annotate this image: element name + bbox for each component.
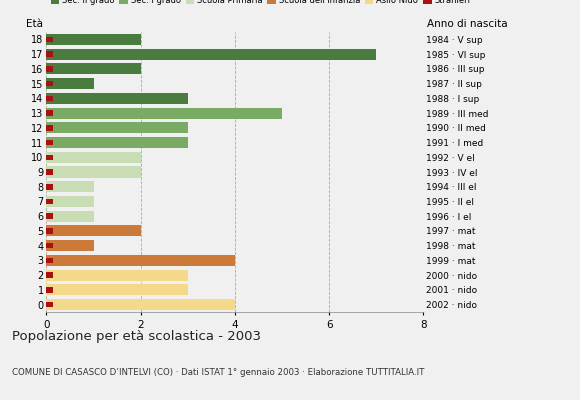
Bar bbox=[46, 272, 53, 278]
Bar bbox=[46, 184, 53, 190]
Bar bbox=[46, 196, 93, 207]
Bar bbox=[46, 81, 53, 86]
Bar bbox=[46, 255, 235, 266]
Bar bbox=[46, 228, 53, 234]
Bar bbox=[46, 110, 53, 116]
Bar bbox=[46, 258, 53, 263]
Bar bbox=[46, 240, 93, 251]
Bar bbox=[46, 226, 140, 236]
Bar bbox=[46, 125, 53, 130]
Bar bbox=[46, 34, 140, 45]
Bar bbox=[46, 48, 376, 60]
Text: Popolazione per età scolastica - 2003: Popolazione per età scolastica - 2003 bbox=[12, 330, 260, 343]
Bar bbox=[46, 214, 53, 219]
Bar bbox=[46, 284, 188, 296]
Bar bbox=[46, 137, 188, 148]
Bar bbox=[46, 140, 53, 145]
Bar bbox=[46, 299, 235, 310]
Bar bbox=[46, 211, 93, 222]
Bar bbox=[46, 154, 53, 160]
Text: Anno di nascita: Anno di nascita bbox=[427, 19, 508, 29]
Bar bbox=[46, 287, 53, 293]
Bar bbox=[46, 270, 188, 281]
Legend: Sec. II grado, Sec. I grado, Scuola Primaria, Scuola dell'Infanzia, Asilo Nido, : Sec. II grado, Sec. I grado, Scuola Prim… bbox=[50, 0, 470, 6]
Text: Età: Età bbox=[26, 19, 43, 29]
Bar bbox=[46, 108, 282, 118]
Bar bbox=[46, 63, 140, 74]
Bar bbox=[46, 122, 188, 133]
Bar bbox=[46, 96, 53, 101]
Text: COMUNE DI CASASCO D’INTELVI (CO) · Dati ISTAT 1° gennaio 2003 · Elaborazione TUT: COMUNE DI CASASCO D’INTELVI (CO) · Dati … bbox=[12, 368, 424, 377]
Bar bbox=[46, 93, 188, 104]
Bar bbox=[46, 66, 53, 72]
Bar bbox=[46, 51, 53, 57]
Bar bbox=[46, 78, 93, 89]
Bar bbox=[46, 169, 53, 175]
Bar bbox=[46, 199, 53, 204]
Bar bbox=[46, 181, 93, 192]
Bar bbox=[46, 166, 140, 178]
Bar bbox=[46, 152, 140, 163]
Bar bbox=[46, 37, 53, 42]
Bar bbox=[46, 243, 53, 248]
Bar bbox=[46, 302, 53, 307]
